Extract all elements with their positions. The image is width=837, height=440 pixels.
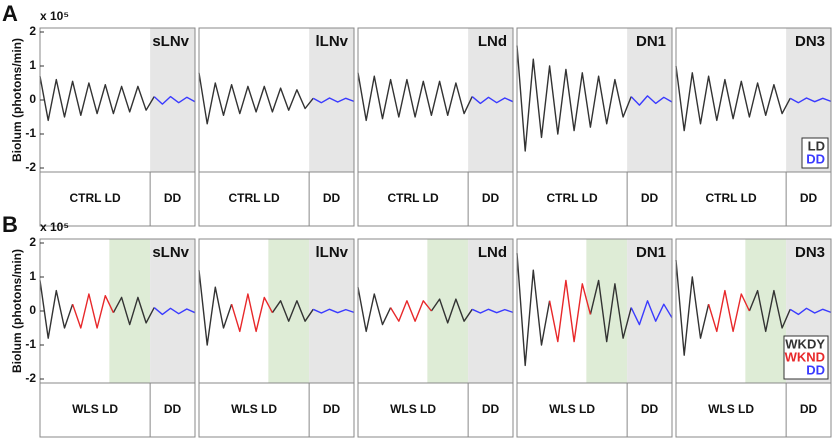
condition-label: DD [323, 402, 341, 416]
trace [357, 72, 473, 122]
y-tick-label: -1 [25, 126, 36, 140]
panel-frame [516, 238, 673, 438]
condition-label: WLS LD [708, 402, 754, 416]
y-tick-label: 0 [29, 92, 36, 106]
panel-title: lLNv [315, 244, 348, 261]
legend-entry: LD [808, 138, 825, 153]
trace [789, 97, 832, 104]
panel-title: lLNv [315, 33, 348, 50]
y-axis-label: Biolum (photons/min) [10, 249, 24, 373]
y-tick-label: -1 [25, 337, 36, 351]
condition-label: DD [482, 402, 500, 416]
panel-frame [198, 238, 355, 438]
panel-title: sLNv [152, 244, 189, 261]
trace [198, 270, 314, 346]
trace [516, 45, 632, 152]
shaded-region [268, 239, 310, 383]
condition-label: WLS LD [390, 402, 436, 416]
condition-label: DD [164, 402, 182, 416]
shaded-region [586, 239, 628, 383]
panel-title: DN1 [636, 33, 666, 50]
condition-label: DD [482, 191, 500, 205]
panel-title: LNd [478, 244, 507, 261]
trace [230, 293, 274, 333]
panel-title: LNd [478, 33, 507, 50]
y-tick-label: 1 [29, 269, 36, 283]
trace [471, 96, 514, 105]
condition-label: CTRL LD [388, 191, 439, 205]
condition-label: CTRL LD [547, 191, 598, 205]
trace [630, 300, 673, 326]
y-tick-label: 2 [29, 235, 36, 249]
trace [39, 76, 155, 122]
y-tick-label: 2 [29, 24, 36, 38]
condition-label: DD [800, 402, 818, 416]
trace [390, 300, 432, 322]
y-tick-label: -2 [25, 160, 36, 174]
condition-label: DD [641, 191, 659, 205]
trace [548, 279, 592, 343]
trace [516, 253, 632, 367]
condition-label: DD [164, 191, 182, 205]
panel-frame [357, 27, 514, 227]
trace [153, 307, 196, 316]
condition-label: DD [800, 191, 818, 205]
y-axis-label: Biolum (photons/min) [10, 38, 24, 162]
shaded-region [427, 239, 469, 383]
condition-label: CTRL LD [706, 191, 757, 205]
panel-frame [675, 27, 832, 227]
trace [789, 307, 832, 316]
panel-title: DN3 [795, 244, 825, 261]
panel-title: DN1 [636, 244, 666, 261]
condition-label: WLS LD [549, 402, 595, 416]
trace [312, 308, 355, 314]
shaded-region [109, 239, 151, 383]
trace [675, 65, 791, 132]
legend-box [783, 335, 829, 380]
panel-frame [516, 27, 673, 227]
trace [39, 280, 155, 339]
panel-title: DN3 [795, 33, 825, 50]
condition-label: WLS LD [231, 402, 277, 416]
trace [707, 289, 751, 333]
condition-label: WLS LD [72, 402, 118, 416]
y-multiplier: x 10⁵ [40, 9, 69, 23]
panel-frame [198, 27, 355, 227]
panel-frame [39, 238, 196, 438]
trace [71, 293, 115, 329]
shaded-region [745, 239, 787, 383]
shaded-region [627, 239, 672, 383]
condition-label: DD [323, 191, 341, 205]
panel-frame [675, 238, 832, 438]
trace [630, 95, 673, 106]
condition-label: CTRL LD [70, 191, 121, 205]
legend-entry: WKND [785, 349, 825, 364]
trace [471, 308, 514, 314]
panel-title: sLNv [152, 33, 189, 50]
condition-label: CTRL LD [229, 191, 280, 205]
legend-entry: DD [806, 151, 825, 166]
trace [198, 72, 314, 125]
y-tick-label: -2 [25, 371, 36, 385]
y-multiplier: x 10⁵ [40, 220, 69, 234]
trace [153, 95, 196, 105]
trace [357, 287, 473, 333]
panel-label: B [2, 212, 18, 237]
legend-box [801, 137, 829, 169]
panel-frame [39, 27, 196, 227]
panel-label: A [2, 1, 18, 26]
legend-entry: WKDY [785, 336, 825, 351]
trace [312, 97, 355, 104]
legend-entry: DD [806, 362, 825, 377]
trace [675, 259, 791, 356]
y-tick-label: 0 [29, 303, 36, 317]
panel-frame [357, 238, 514, 438]
condition-label: DD [641, 402, 659, 416]
y-tick-label: 1 [29, 58, 36, 72]
